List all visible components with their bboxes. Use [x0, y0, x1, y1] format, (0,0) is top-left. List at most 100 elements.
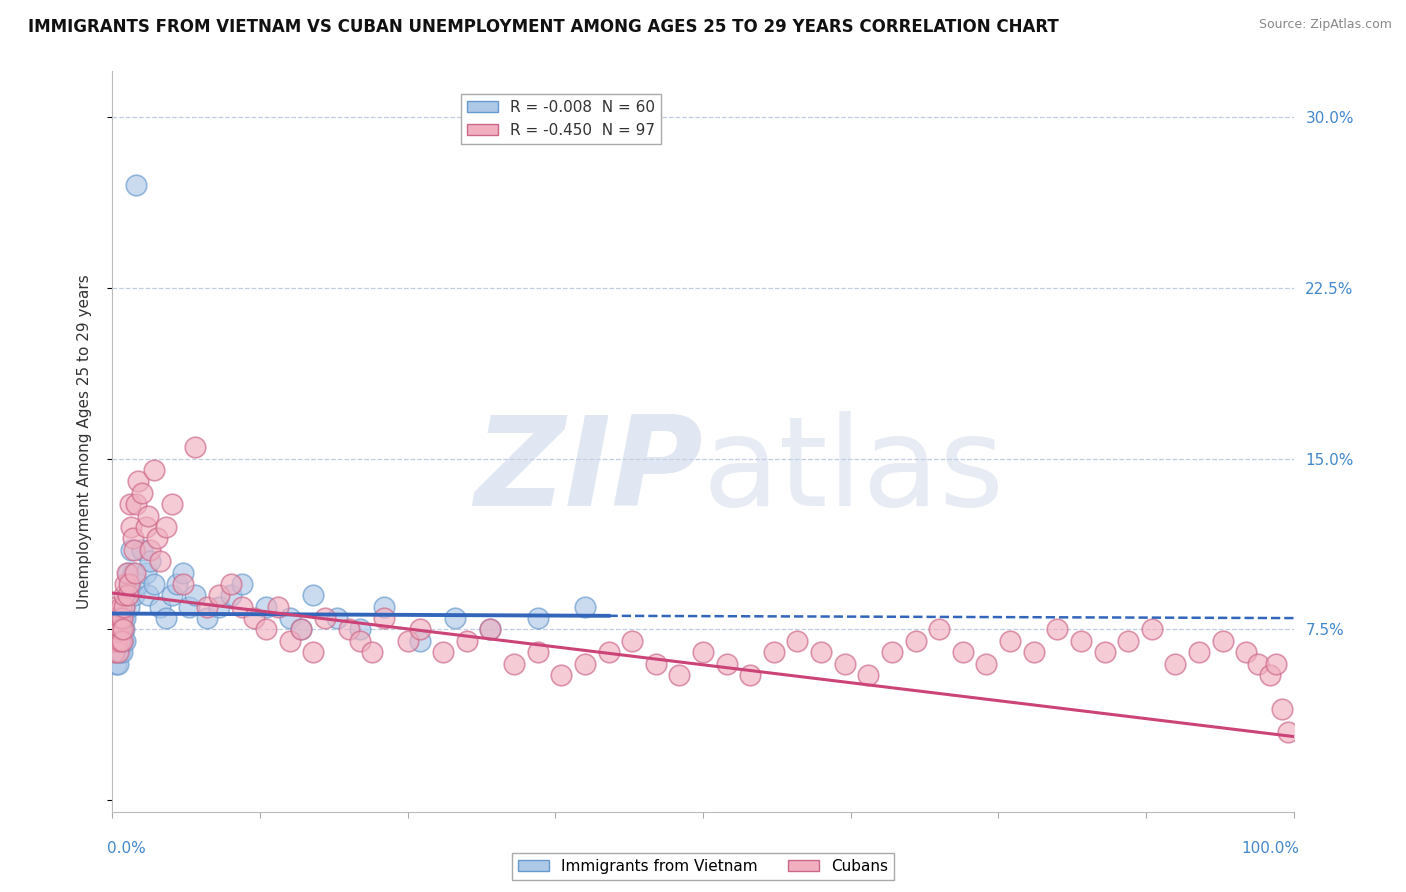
- Point: [111, 623, 134, 637]
- Point: [998, 633, 1021, 648]
- Point: [117, 566, 139, 580]
- Point: [107, 633, 129, 648]
- Point: [1212, 633, 1234, 648]
- Point: [479, 623, 502, 637]
- Point: [550, 668, 572, 682]
- Point: [208, 588, 231, 602]
- Point: [136, 508, 159, 523]
- Point: [136, 588, 159, 602]
- Point: [127, 475, 149, 489]
- Point: [928, 623, 950, 637]
- Point: [114, 611, 136, 625]
- Point: [254, 623, 277, 637]
- Point: [108, 623, 131, 637]
- Point: [112, 633, 135, 648]
- Point: [373, 599, 395, 614]
- Point: [254, 599, 277, 614]
- Point: [135, 520, 157, 534]
- Point: [127, 577, 149, 591]
- Point: [904, 633, 927, 648]
- Point: [121, 566, 143, 580]
- Point: [1022, 645, 1045, 659]
- Point: [349, 623, 371, 637]
- Point: [314, 611, 336, 625]
- Point: [479, 623, 502, 637]
- Point: [976, 657, 998, 671]
- Point: [1188, 645, 1211, 659]
- Point: [112, 623, 135, 637]
- Point: [278, 633, 301, 648]
- Point: [373, 611, 395, 625]
- Point: [219, 588, 242, 602]
- Point: [302, 588, 325, 602]
- Point: [125, 178, 148, 193]
- Point: [115, 566, 138, 580]
- Point: [337, 623, 360, 637]
- Point: [110, 599, 132, 614]
- Point: [149, 554, 172, 568]
- Point: [786, 633, 808, 648]
- Point: [108, 633, 131, 648]
- Point: [110, 633, 132, 648]
- Point: [120, 542, 142, 557]
- Text: 100.0%: 100.0%: [1241, 841, 1299, 856]
- Text: IMMIGRANTS FROM VIETNAM VS CUBAN UNEMPLOYMENT AMONG AGES 25 TO 29 YEARS CORRELAT: IMMIGRANTS FROM VIETNAM VS CUBAN UNEMPLO…: [28, 18, 1059, 36]
- Point: [692, 645, 714, 659]
- Point: [526, 611, 548, 625]
- Point: [810, 645, 832, 659]
- Text: Source: ZipAtlas.com: Source: ZipAtlas.com: [1258, 18, 1392, 31]
- Point: [105, 657, 128, 671]
- Point: [880, 645, 903, 659]
- Point: [1271, 702, 1294, 716]
- Point: [267, 599, 290, 614]
- Point: [131, 485, 153, 500]
- Point: [115, 588, 138, 602]
- Point: [290, 623, 312, 637]
- Point: [574, 657, 596, 671]
- Point: [160, 588, 183, 602]
- Point: [112, 599, 135, 614]
- Point: [444, 611, 467, 625]
- Point: [139, 554, 162, 568]
- Point: [1264, 657, 1286, 671]
- Point: [1070, 633, 1092, 648]
- Point: [1116, 633, 1139, 648]
- Point: [139, 542, 162, 557]
- Point: [1046, 623, 1069, 637]
- Point: [112, 588, 135, 602]
- Point: [290, 623, 312, 637]
- Point: [1247, 657, 1270, 671]
- Point: [105, 611, 128, 625]
- Point: [110, 611, 132, 625]
- Point: [172, 577, 194, 591]
- Point: [526, 645, 548, 659]
- Point: [111, 633, 134, 648]
- Point: [1094, 645, 1116, 659]
- Point: [231, 599, 253, 614]
- Point: [644, 657, 666, 671]
- Text: 0.0%: 0.0%: [107, 841, 145, 856]
- Point: [112, 599, 135, 614]
- Point: [952, 645, 974, 659]
- Point: [114, 577, 136, 591]
- Point: [621, 633, 644, 648]
- Point: [107, 645, 129, 659]
- Point: [135, 566, 157, 580]
- Point: [155, 611, 177, 625]
- Point: [105, 599, 128, 614]
- Point: [155, 520, 177, 534]
- Point: [408, 623, 430, 637]
- Point: [111, 611, 134, 625]
- Point: [112, 611, 135, 625]
- Point: [1140, 623, 1163, 637]
- Point: [107, 611, 129, 625]
- Point: [105, 633, 128, 648]
- Point: [146, 532, 169, 546]
- Point: [104, 645, 127, 659]
- Point: [302, 645, 325, 659]
- Point: [105, 611, 128, 625]
- Point: [103, 645, 125, 659]
- Point: [142, 463, 165, 477]
- Point: [1277, 725, 1299, 739]
- Point: [1164, 657, 1187, 671]
